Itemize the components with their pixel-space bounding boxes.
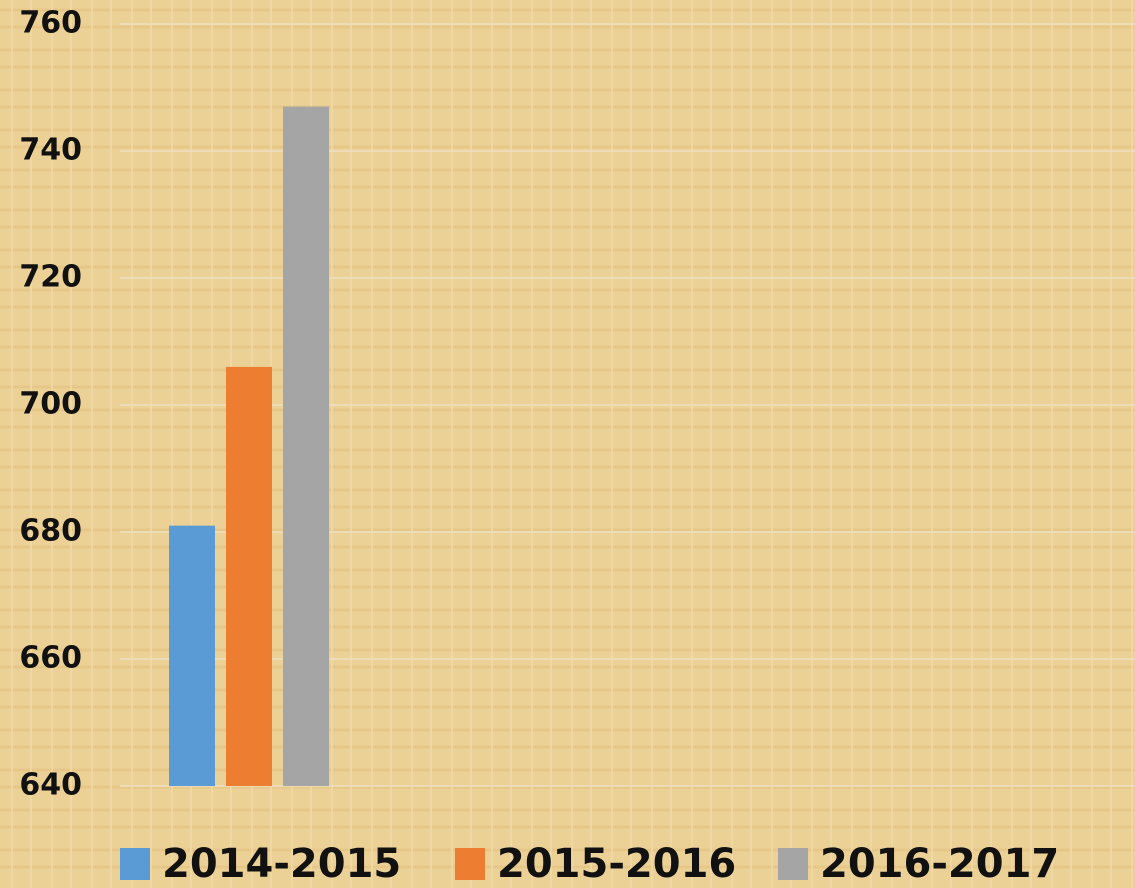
y-tick-label: 700 [19,387,82,422]
y-tick-label: 640 [19,768,82,803]
y-tick-label: 740 [19,133,82,168]
y-tick-label: 720 [19,260,82,295]
legend-label: 2014-2015 [162,841,401,887]
legend-swatch [120,848,150,880]
y-tick-label: 760 [19,6,82,41]
bar [169,525,215,786]
bar [283,106,329,787]
y-tick-label: 680 [19,514,82,549]
legend-label: 2016-2017 [820,841,1059,887]
legend-swatch [455,848,485,880]
legend-label: 2015-2016 [497,841,736,887]
y-tick-label: 660 [19,641,82,676]
bar [226,366,272,786]
legend-swatch [778,848,808,880]
